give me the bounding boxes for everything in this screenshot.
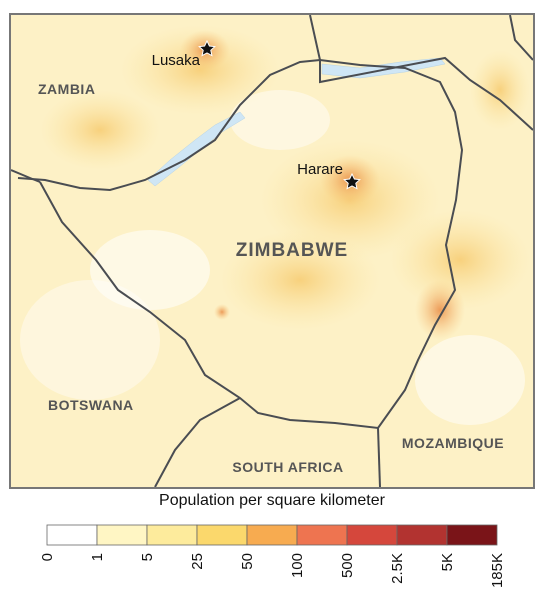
legend-swatch — [296, 524, 348, 546]
country-label: ZIMBABWE — [236, 240, 348, 261]
map: ZAMBIA ZIMBABWE BOTSWANA SOUTH AFRICA MO… — [11, 15, 533, 487]
legend-swatch — [196, 524, 248, 546]
malawi-border — [509, 15, 533, 61]
legend-swatch — [446, 524, 498, 546]
legend-swatch — [96, 524, 148, 546]
legend-tick-label: 5 — [139, 553, 156, 561]
zambia-botswana-border — [11, 169, 41, 183]
legend-tick-label: 5K — [439, 553, 456, 571]
legend-swatch — [46, 524, 98, 546]
legend-title: Population per square kilometer — [159, 492, 386, 509]
legend-tick-label: 1 — [89, 553, 106, 561]
capital-star — [343, 172, 361, 190]
legend-tick-label: 50 — [239, 553, 256, 570]
mozambique-south-africa-border — [377, 427, 381, 487]
zimbabwe-border — [17, 58, 464, 430]
country-label: SOUTH AFRICA — [232, 459, 343, 475]
legend-swatch — [146, 524, 198, 546]
capital-star — [198, 39, 216, 57]
map-frame — [9, 13, 535, 489]
legend: 0 1 5 25 50 100 500 2.5K 5K 185K — [39, 524, 506, 588]
legend-tick-label: 500 — [339, 553, 356, 578]
legend-tick-label: 185K — [489, 553, 506, 588]
legend-swatch — [346, 524, 398, 546]
legend-tick-label: 100 — [289, 553, 306, 578]
legend-tick-label: 2.5K — [389, 553, 406, 584]
country-label: BOTSWANA — [48, 397, 134, 413]
population-density — [20, 25, 530, 425]
borders — [11, 15, 533, 487]
legend-swatch — [396, 524, 448, 546]
city-label: Lusaka — [152, 52, 201, 69]
city-label: Harare — [297, 161, 343, 178]
country-label: ZAMBIA — [38, 81, 95, 97]
capital-markers — [198, 39, 361, 190]
country-label: MOZAMBIQUE — [402, 435, 504, 451]
legend-tick-label: 0 — [39, 553, 56, 561]
mozambique-border — [309, 15, 533, 131]
legend-swatch — [246, 524, 298, 546]
botswana-south-africa-border — [154, 397, 241, 487]
legend-tick-label: 25 — [189, 553, 206, 570]
